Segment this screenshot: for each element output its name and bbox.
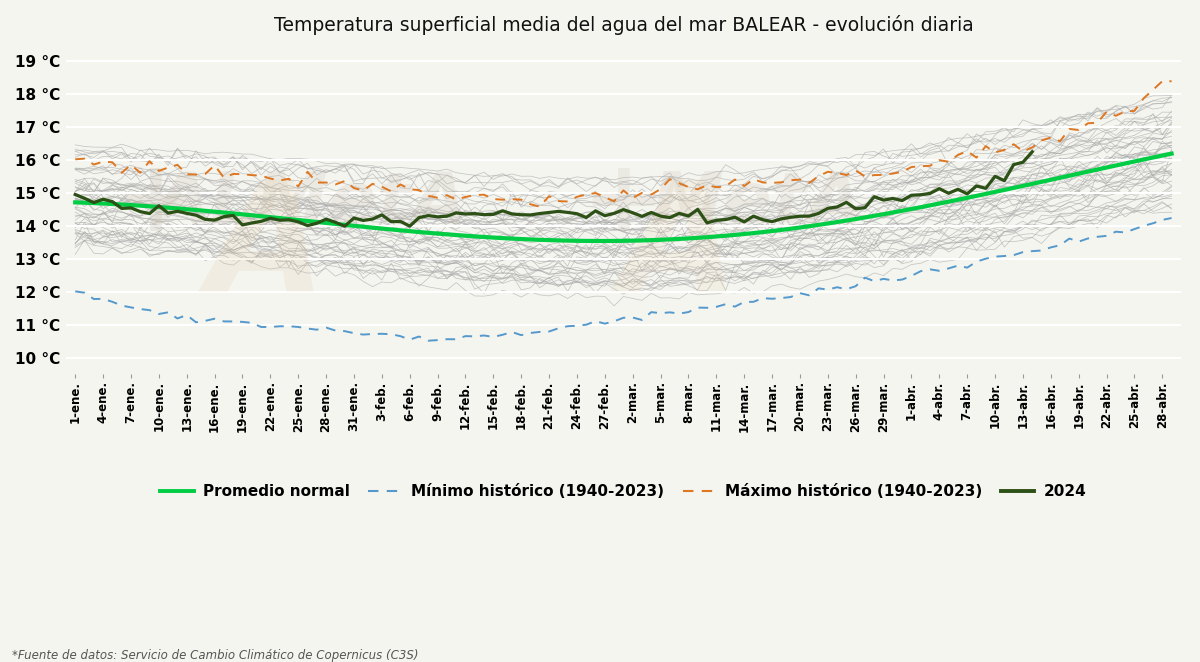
Text: +: +: [582, 154, 665, 252]
Text: A: A: [208, 175, 325, 324]
Text: A: A: [620, 175, 738, 324]
Text: MetA: MetA: [652, 169, 863, 238]
Legend: Promedio normal, Mínimo histórico (1940-2023), Máximo histórico (1940-2023), 202: Promedio normal, Mínimo histórico (1940-…: [155, 478, 1092, 505]
Text: +: +: [113, 154, 197, 252]
Text: *Fuente de datos: Servicio de Cambio Climático de Copernicus (C3S): *Fuente de datos: Servicio de Cambio Cli…: [12, 649, 419, 662]
Text: ALMetA: ALMetA: [155, 169, 468, 238]
Title: Temperatura superficial media del agua del mar BALEAR - evolución diaria: Temperatura superficial media del agua d…: [274, 15, 973, 35]
